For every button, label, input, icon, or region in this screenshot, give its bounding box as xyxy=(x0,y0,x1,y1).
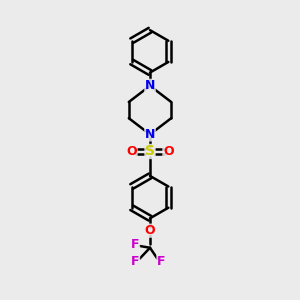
Text: F: F xyxy=(157,254,165,268)
Text: F: F xyxy=(131,254,140,268)
Text: O: O xyxy=(163,145,174,158)
Text: N: N xyxy=(145,79,155,92)
Text: F: F xyxy=(131,238,140,251)
Text: O: O xyxy=(145,224,155,237)
Text: N: N xyxy=(145,128,155,141)
Text: S: S xyxy=(145,145,155,158)
Text: O: O xyxy=(126,145,137,158)
